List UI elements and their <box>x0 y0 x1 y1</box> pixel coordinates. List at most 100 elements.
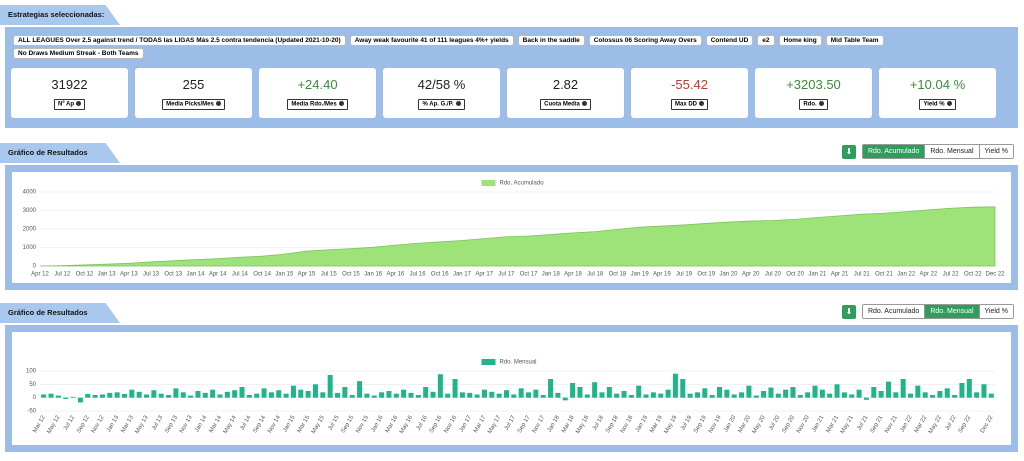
stat-label-box: Cuota Media <box>540 99 591 110</box>
bar <box>261 388 267 398</box>
x-tick-label: Apr 21 <box>831 272 849 278</box>
x-tick-label: Oct 17 <box>520 272 538 278</box>
bar <box>577 387 583 398</box>
bar <box>217 394 223 398</box>
x-tick-label: Mar 16 <box>385 414 400 434</box>
view-button[interactable]: Rdo. Mensual <box>924 145 979 158</box>
view-button[interactable]: Rdo. Acumulado <box>862 145 925 158</box>
bar <box>724 389 730 398</box>
section-tab: Estrategias seleccionadas: <box>0 5 120 25</box>
bar <box>276 390 282 398</box>
bar <box>386 391 392 398</box>
bar <box>305 391 311 398</box>
x-tick-label: Oct 19 <box>697 272 715 278</box>
view-button[interactable]: Yield % <box>978 305 1013 318</box>
stat-label-box: Yield % <box>919 99 956 110</box>
download-button[interactable]: ⬇ <box>841 304 856 319</box>
bar <box>834 384 840 398</box>
bar <box>981 384 987 398</box>
bar <box>195 391 201 398</box>
bar <box>283 393 289 398</box>
x-tick-label: Jul 14 <box>232 272 249 278</box>
strategy-tag: e2 <box>757 35 775 46</box>
bar <box>937 391 943 398</box>
chart-panel: Rdo. Mensual -50 0 50 100 Mar 12 May 12 Jul 12 S… <box>5 325 1018 452</box>
bar <box>783 389 789 398</box>
x-tick-label: Jul 22 <box>944 414 958 431</box>
bar <box>540 395 546 398</box>
x-tick-label: May 19 <box>664 414 679 435</box>
y-tick-label: 0 <box>33 264 37 270</box>
bar <box>731 394 737 398</box>
bar <box>526 392 532 398</box>
x-tick-label: Mar 22 <box>914 414 929 434</box>
bar <box>357 381 363 398</box>
stat-value: +24.40 <box>297 77 338 92</box>
bar <box>99 394 105 398</box>
download-button[interactable]: ⬇ <box>841 144 856 159</box>
bar <box>849 394 855 398</box>
button-group: Rdo. Acumulado Rdo. Mensual Yield % <box>861 144 1014 159</box>
bar <box>915 385 921 398</box>
bar <box>173 388 179 398</box>
x-tick-label: Nov 17 <box>532 414 547 434</box>
area <box>39 206 996 267</box>
view-button[interactable]: Rdo. Mensual <box>924 305 979 318</box>
x-tick-label: Dec 22 <box>980 414 995 434</box>
stat-label-box: Media Rdo./Mes <box>287 99 348 110</box>
x-tick-label: May 20 <box>752 414 767 435</box>
bar <box>746 385 752 398</box>
bar <box>254 393 260 398</box>
x-tick-label: Mar 13 <box>120 414 135 434</box>
bar <box>452 379 458 398</box>
x-tick-label: Jul 14 <box>239 414 253 431</box>
bar <box>467 392 473 398</box>
bar <box>371 395 377 398</box>
strategy-tag: Back in the saddle <box>517 35 585 46</box>
stat-label: Nº Ap <box>58 101 74 108</box>
button-group: Rdo. Acumulado Rdo. Mensual Yield % <box>861 304 1014 319</box>
y-tick-label: 2000 <box>23 227 37 233</box>
bar <box>988 393 994 398</box>
chart: Rdo. Acumulado 0 1000 2000 3000 4000 Apr 12 Jul… <box>23 180 1005 278</box>
bar <box>121 393 127 398</box>
stat-cards: 31922 Nº Ap 255 Media Picks/Mes +24.40 Media … <box>11 68 996 118</box>
bar <box>952 395 958 398</box>
x-tick-label: Sep 20 <box>781 414 796 434</box>
x-tick-label: Jan 14 <box>186 272 205 278</box>
view-button[interactable]: Yield % <box>978 145 1013 158</box>
strategy-tag: Mid Table Team <box>825 35 884 46</box>
bar <box>180 392 186 398</box>
bar <box>599 392 605 398</box>
stat-value: 42/58 % <box>417 77 466 92</box>
x-tick-label: May 15 <box>311 414 326 435</box>
bar <box>511 394 517 398</box>
legend-label: Rdo. Acumulado <box>500 181 545 187</box>
bar <box>401 389 407 398</box>
stat-card: 42/58 % % Ap. G./P. <box>383 68 500 118</box>
bar <box>819 389 825 398</box>
x-tick-label: Apr 15 <box>298 272 316 278</box>
x-tick-label: May 14 <box>223 414 238 435</box>
bar <box>489 391 495 398</box>
x-tick-label: Jan 18 <box>547 414 562 433</box>
view-button[interactable]: Rdo. Acumulado <box>862 305 925 318</box>
x-tick-label: Nov 14 <box>267 414 282 434</box>
x-tick-label: Jan 16 <box>364 272 383 278</box>
x-tick-label: Jul 21 <box>856 414 870 431</box>
bar <box>570 383 576 398</box>
x-tick-label: Oct 22 <box>964 272 982 278</box>
bar <box>753 395 759 398</box>
bar <box>856 389 862 398</box>
bar <box>606 387 612 398</box>
x-tick-label: Apr 22 <box>920 272 938 278</box>
x-tick-label: Oct 13 <box>164 272 182 278</box>
bar <box>415 395 421 398</box>
bar <box>342 387 348 398</box>
info-icon <box>818 101 824 106</box>
x-tick-label: Sep 15 <box>341 414 356 434</box>
stat-card: -55.42 Max DD <box>631 68 748 118</box>
y-tick-label: 3000 <box>23 208 37 214</box>
info-icon <box>338 101 344 106</box>
